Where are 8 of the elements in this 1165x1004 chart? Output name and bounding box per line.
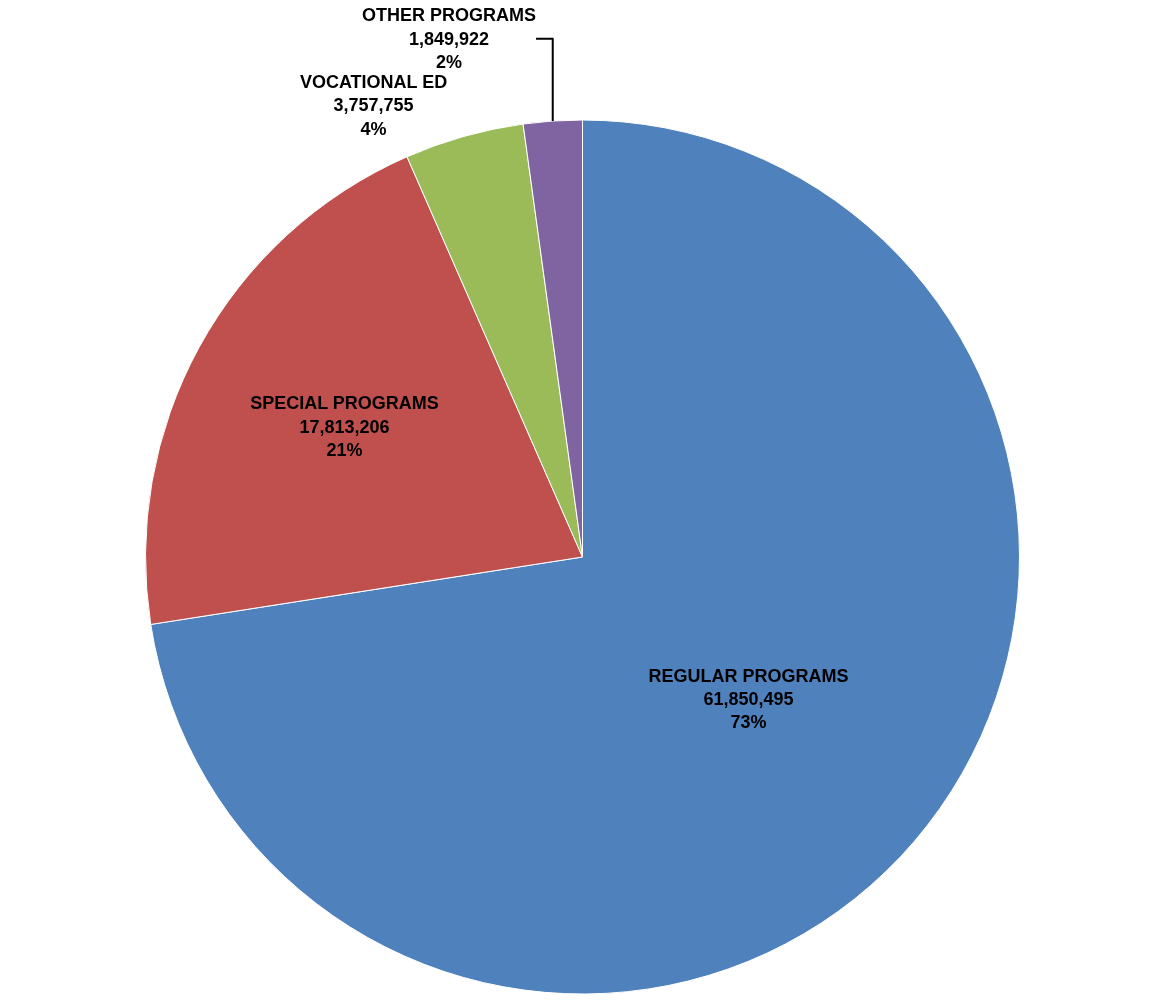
slice-label: OTHER PROGRAMS bbox=[362, 5, 537, 26]
data-label: 1,849,922 2% bbox=[408, 28, 490, 73]
slice-label: REGULAR PROGRAMS bbox=[648, 665, 849, 686]
data-label: 17,813,206 21% bbox=[299, 416, 390, 460]
slice-label: SPECIAL PROGRAMS bbox=[250, 393, 439, 414]
slice-label: VOCATIONAL ED bbox=[299, 72, 448, 93]
data-label: 61,850,495 73% bbox=[703, 689, 794, 733]
data-label: 3,757,755 4% bbox=[333, 95, 414, 139]
